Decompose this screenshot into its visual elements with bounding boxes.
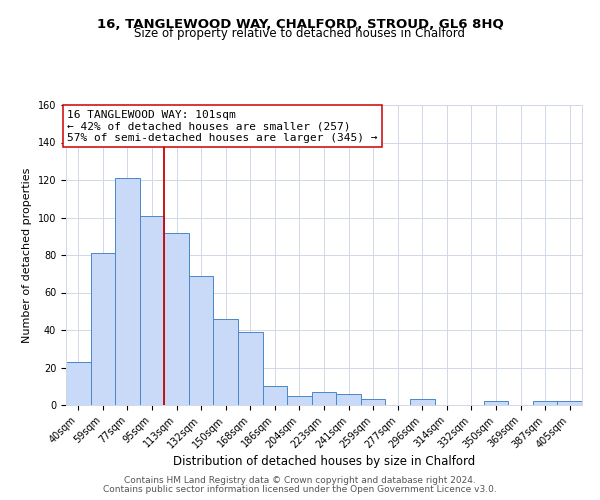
Bar <box>484 401 508 405</box>
Text: Contains public sector information licensed under the Open Government Licence v3: Contains public sector information licen… <box>103 485 497 494</box>
Bar <box>140 216 164 405</box>
Bar <box>115 178 140 405</box>
Text: 16 TANGLEWOOD WAY: 101sqm
← 42% of detached houses are smaller (257)
57% of semi: 16 TANGLEWOOD WAY: 101sqm ← 42% of detac… <box>67 110 377 142</box>
Text: Size of property relative to detached houses in Chalford: Size of property relative to detached ho… <box>134 28 466 40</box>
Bar <box>533 401 557 405</box>
Text: Contains HM Land Registry data © Crown copyright and database right 2024.: Contains HM Land Registry data © Crown c… <box>124 476 476 485</box>
Y-axis label: Number of detached properties: Number of detached properties <box>22 168 32 342</box>
Bar <box>410 400 434 405</box>
X-axis label: Distribution of detached houses by size in Chalford: Distribution of detached houses by size … <box>173 456 475 468</box>
Bar <box>164 232 189 405</box>
Bar <box>91 253 115 405</box>
Bar <box>287 396 312 405</box>
Bar <box>557 401 582 405</box>
Bar <box>336 394 361 405</box>
Text: 16, TANGLEWOOD WAY, CHALFORD, STROUD, GL6 8HQ: 16, TANGLEWOOD WAY, CHALFORD, STROUD, GL… <box>97 18 503 30</box>
Bar <box>214 319 238 405</box>
Bar <box>361 400 385 405</box>
Bar <box>312 392 336 405</box>
Bar <box>189 276 214 405</box>
Bar <box>263 386 287 405</box>
Bar <box>66 362 91 405</box>
Bar <box>238 332 263 405</box>
